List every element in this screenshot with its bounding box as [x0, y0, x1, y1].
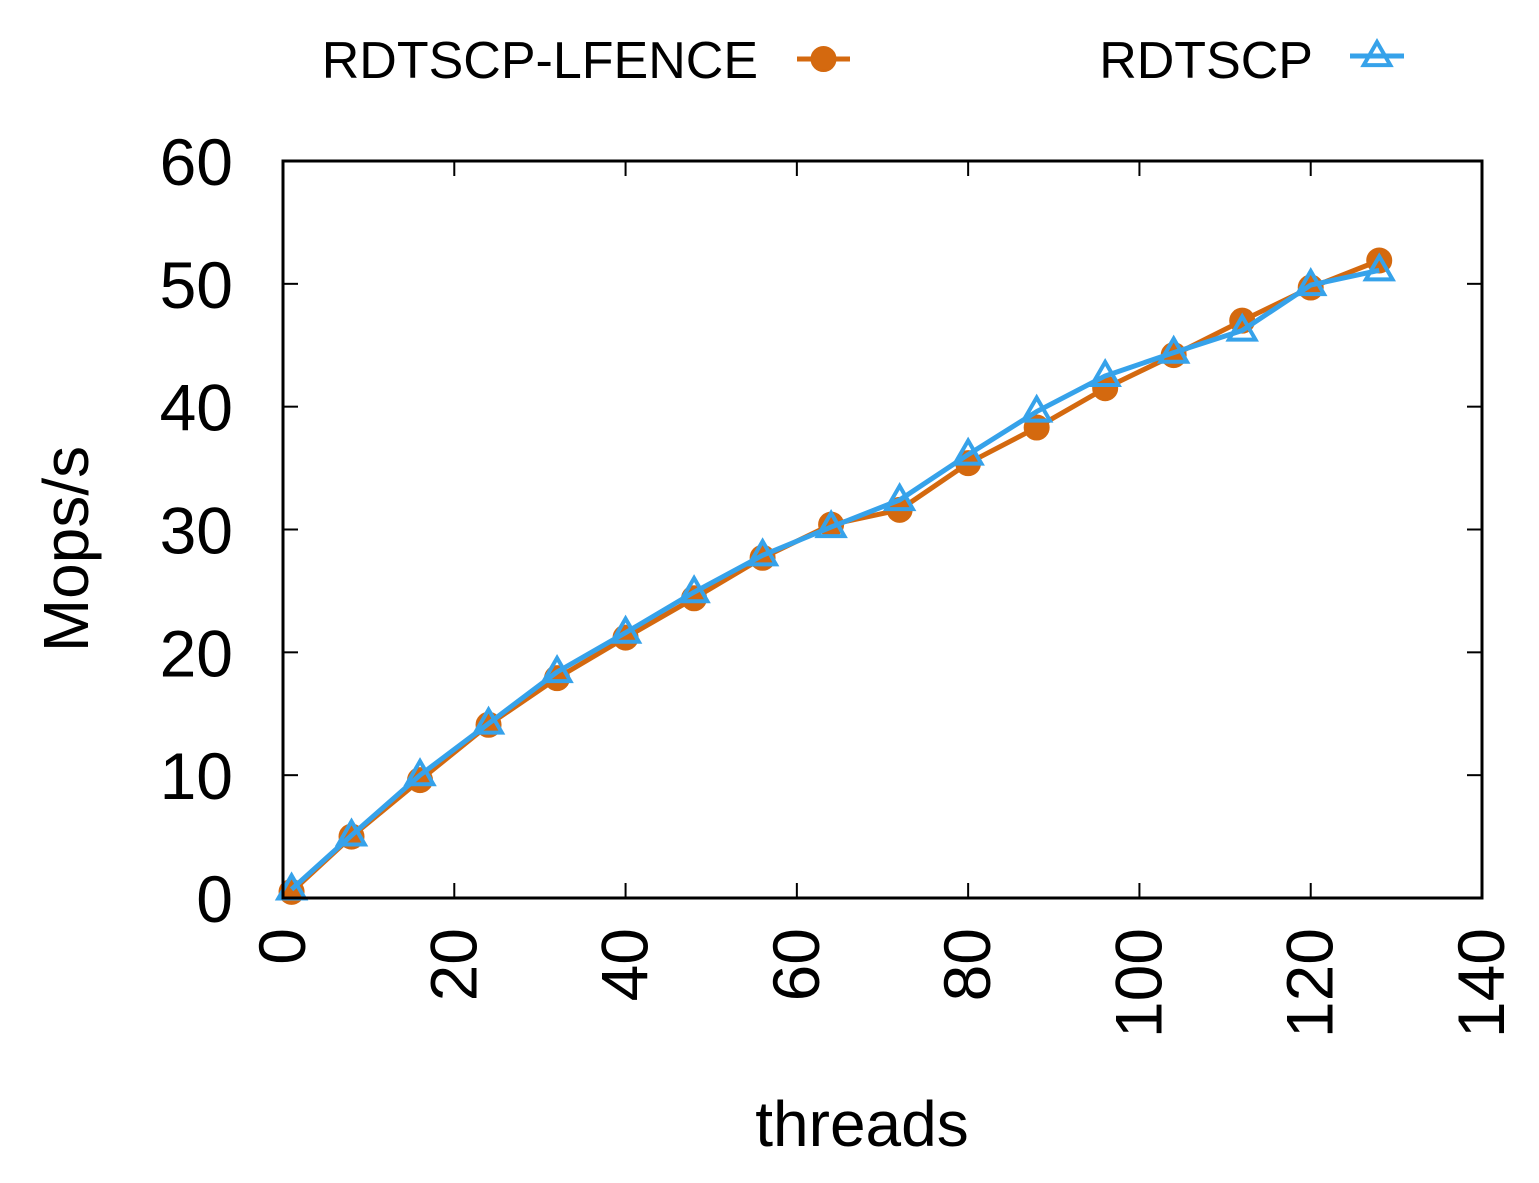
x-tick-label: 40	[588, 928, 662, 1001]
y-tick-label: 10	[160, 739, 233, 813]
data-point	[403, 757, 437, 787]
data-point	[540, 653, 574, 684]
plot-frame	[281, 159, 1484, 900]
series-line	[289, 258, 1381, 894]
y-tick-labels: 0 10 20 30 40 50 60	[160, 125, 233, 936]
x-tick-label: 140	[1444, 928, 1518, 1038]
legend: RDTSCP-LFENCE RDTSCP	[322, 32, 1404, 90]
series-1	[278, 247, 1393, 905]
x-tick-label: 120	[1273, 928, 1347, 1038]
y-tick-label: 40	[160, 371, 233, 445]
data-point	[1156, 334, 1191, 364]
x-tick-label: 0	[245, 928, 319, 965]
x-tick-label: 80	[930, 928, 1004, 1001]
data-point	[1362, 252, 1396, 282]
x-tick-label: 60	[759, 928, 833, 1001]
data-point	[882, 482, 917, 512]
data-point	[608, 614, 643, 644]
data-point	[1088, 357, 1122, 388]
legend-item: RDTSCP	[1099, 32, 1404, 90]
series-2	[274, 252, 1396, 901]
series-line	[289, 267, 1380, 892]
y-tick-label: 20	[160, 616, 233, 690]
legend-swatch-marker	[1360, 37, 1394, 68]
legend-item: RDTSCP-LFENCE	[322, 32, 850, 90]
x-tick-label: 100	[1101, 928, 1175, 1038]
y-tick-label: 50	[160, 248, 233, 322]
data-point	[677, 574, 711, 604]
data-point	[471, 705, 506, 735]
data-point	[334, 817, 369, 847]
x-tick-labels: 0 20 40 60 80 100 120 140	[245, 928, 1518, 1038]
x-tick-label: 20	[416, 928, 490, 1001]
y-tick-label: 0	[196, 862, 233, 936]
y-tick-label: 60	[160, 125, 233, 199]
data-point	[745, 537, 780, 567]
data-point	[1225, 312, 1259, 342]
x-axis-title: threads	[755, 1088, 968, 1160]
legend-swatch-marker	[810, 46, 837, 72]
legend-label: RDTSCP-LFENCE	[322, 32, 758, 90]
legend-label: RDTSCP	[1099, 32, 1313, 90]
y-axis-title: Mops/s	[30, 446, 102, 652]
series-layer	[274, 247, 1396, 905]
axis-ticks	[282, 160, 1483, 899]
y-tick-label: 30	[160, 494, 233, 568]
data-point	[1019, 393, 1054, 423]
data-point	[1293, 267, 1328, 297]
data-point	[951, 436, 985, 466]
data-point	[814, 509, 848, 539]
